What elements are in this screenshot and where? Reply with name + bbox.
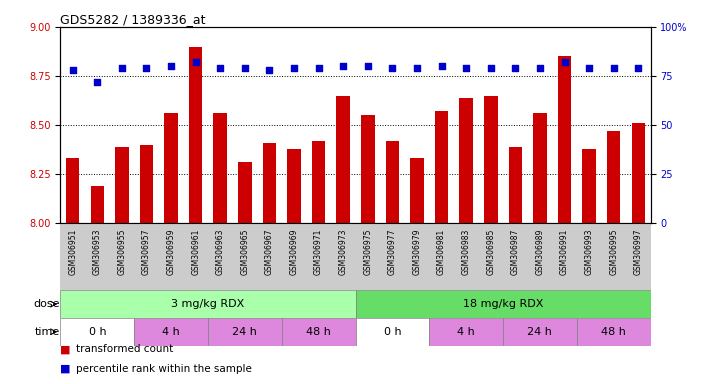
- Point: [608, 65, 619, 71]
- Bar: [312, 141, 326, 223]
- Bar: [429, 318, 503, 346]
- Point: [313, 65, 324, 71]
- Bar: [238, 162, 252, 223]
- Text: GSM306977: GSM306977: [388, 228, 397, 275]
- Text: GSM306995: GSM306995: [609, 228, 618, 275]
- Bar: [361, 115, 375, 223]
- Bar: [60, 318, 134, 346]
- Text: GSM306967: GSM306967: [265, 228, 274, 275]
- Bar: [213, 113, 227, 223]
- Text: 24 h: 24 h: [232, 327, 257, 337]
- Point: [411, 65, 422, 71]
- Point: [338, 63, 349, 69]
- Text: percentile rank within the sample: percentile rank within the sample: [76, 364, 252, 374]
- Bar: [503, 318, 577, 346]
- Point: [461, 65, 472, 71]
- Point: [534, 65, 545, 71]
- Point: [387, 65, 398, 71]
- Point: [584, 65, 595, 71]
- Bar: [134, 318, 208, 346]
- Text: GSM306961: GSM306961: [191, 228, 201, 275]
- Text: GSM306965: GSM306965: [240, 228, 250, 275]
- Bar: [282, 318, 356, 346]
- Text: GSM306969: GSM306969: [289, 228, 299, 275]
- Text: GSM306983: GSM306983: [461, 228, 471, 275]
- Bar: [459, 98, 473, 223]
- Text: GSM306993: GSM306993: [584, 228, 594, 275]
- Bar: [140, 145, 154, 223]
- Point: [190, 59, 201, 65]
- Point: [239, 65, 250, 71]
- Bar: [164, 113, 178, 223]
- Text: GSM306973: GSM306973: [338, 228, 348, 275]
- Text: GSM306953: GSM306953: [93, 228, 102, 275]
- Bar: [60, 290, 356, 318]
- Bar: [262, 142, 276, 223]
- Point: [559, 59, 570, 65]
- Text: 24 h: 24 h: [528, 327, 552, 337]
- Text: ■: ■: [60, 344, 71, 354]
- Point: [116, 65, 127, 71]
- Text: 0 h: 0 h: [383, 327, 401, 337]
- Text: ■: ■: [60, 364, 71, 374]
- Text: GSM306981: GSM306981: [437, 228, 446, 275]
- Bar: [115, 147, 129, 223]
- Point: [485, 65, 496, 71]
- Text: 0 h: 0 h: [88, 327, 106, 337]
- Point: [633, 65, 644, 71]
- Text: transformed count: transformed count: [76, 344, 173, 354]
- Bar: [189, 46, 203, 223]
- Point: [362, 63, 373, 69]
- Text: 48 h: 48 h: [602, 327, 626, 337]
- Text: 3 mg/kg RDX: 3 mg/kg RDX: [171, 299, 245, 309]
- Point: [510, 65, 521, 71]
- Bar: [410, 158, 424, 223]
- Text: GDS5282 / 1389336_at: GDS5282 / 1389336_at: [60, 13, 206, 26]
- Bar: [631, 123, 645, 223]
- Bar: [582, 149, 596, 223]
- Point: [215, 65, 226, 71]
- Text: 48 h: 48 h: [306, 327, 331, 337]
- Bar: [90, 186, 104, 223]
- Text: GSM306991: GSM306991: [560, 228, 569, 275]
- Text: GSM306955: GSM306955: [117, 228, 127, 275]
- Bar: [533, 113, 547, 223]
- Text: GSM306985: GSM306985: [486, 228, 496, 275]
- Bar: [385, 141, 399, 223]
- Text: GSM306957: GSM306957: [142, 228, 151, 275]
- Bar: [66, 158, 80, 223]
- Text: 4 h: 4 h: [162, 327, 180, 337]
- Bar: [287, 149, 301, 223]
- Point: [141, 65, 152, 71]
- Text: GSM306971: GSM306971: [314, 228, 323, 275]
- Bar: [484, 96, 498, 223]
- Text: dose: dose: [33, 299, 60, 309]
- Bar: [607, 131, 621, 223]
- Text: time: time: [35, 327, 60, 337]
- Bar: [577, 318, 651, 346]
- Bar: [508, 147, 522, 223]
- Point: [92, 79, 103, 85]
- Bar: [435, 111, 449, 223]
- Point: [67, 67, 78, 73]
- Text: GSM306975: GSM306975: [363, 228, 373, 275]
- Bar: [557, 56, 571, 223]
- Bar: [336, 96, 350, 223]
- Text: GSM306951: GSM306951: [68, 228, 77, 275]
- Text: GSM306963: GSM306963: [215, 228, 225, 275]
- Text: 4 h: 4 h: [457, 327, 475, 337]
- Bar: [208, 318, 282, 346]
- Point: [166, 63, 177, 69]
- Bar: [356, 290, 651, 318]
- Text: GSM306979: GSM306979: [412, 228, 422, 275]
- Text: GSM306959: GSM306959: [166, 228, 176, 275]
- Text: GSM306997: GSM306997: [634, 228, 643, 275]
- Text: GSM306989: GSM306989: [535, 228, 545, 275]
- Point: [289, 65, 300, 71]
- Point: [436, 63, 447, 69]
- Text: 18 mg/kg RDX: 18 mg/kg RDX: [463, 299, 543, 309]
- Point: [264, 67, 275, 73]
- Text: GSM306987: GSM306987: [510, 228, 520, 275]
- Bar: [356, 318, 429, 346]
